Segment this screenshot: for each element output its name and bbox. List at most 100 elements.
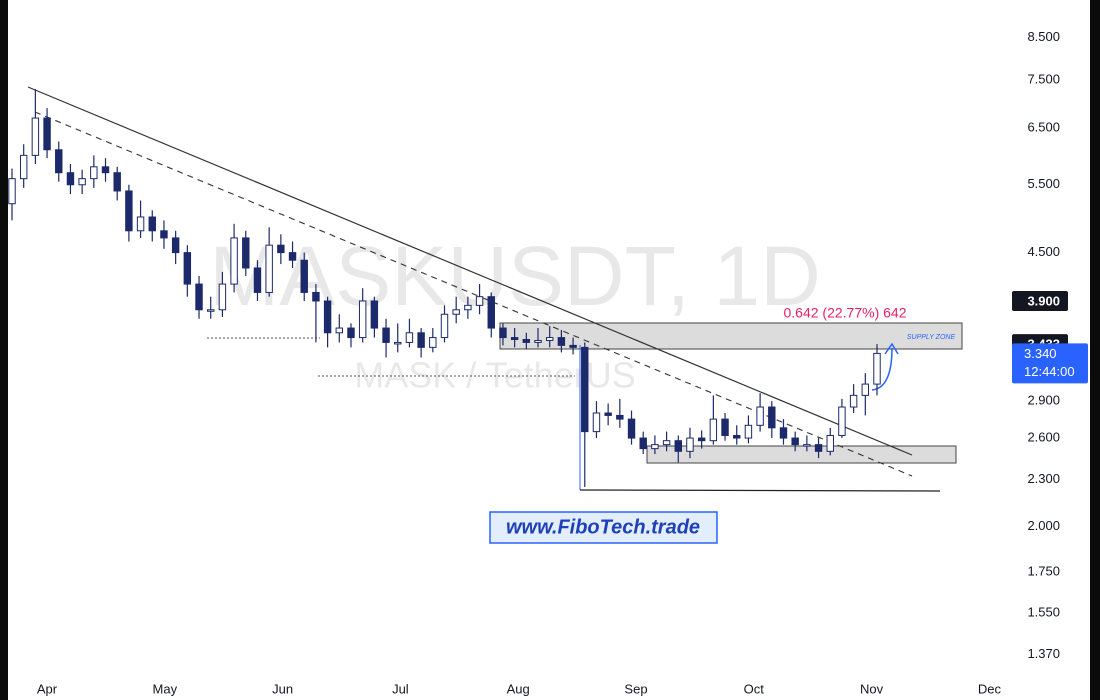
y-tick-label: 1.370 bbox=[1027, 646, 1060, 661]
candle-body bbox=[592, 412, 601, 433]
arrow-head bbox=[884, 342, 899, 355]
drawings: 0.642 (22.77%) 642 SUPPLY ZONE www.FiboT… bbox=[27, 86, 963, 544]
candle-body bbox=[242, 237, 250, 269]
y-tick-label: 2.300 bbox=[1027, 471, 1060, 486]
x-tick-label: Nov bbox=[860, 681, 884, 696]
candle-body bbox=[405, 332, 414, 343]
trendline-dashed bbox=[34, 111, 913, 477]
countdown-label: 12:44:00 bbox=[1024, 364, 1075, 379]
candle-body bbox=[277, 244, 285, 254]
supply-zone bbox=[499, 322, 963, 350]
candle-body bbox=[394, 341, 402, 345]
x-tick-label: Sep bbox=[624, 681, 647, 696]
symbol-watermark: MASKUSDT, 1D bbox=[209, 229, 820, 323]
candle-body bbox=[581, 346, 589, 433]
candle-body bbox=[651, 444, 659, 450]
candle-body bbox=[113, 172, 121, 192]
candle-body bbox=[803, 444, 811, 447]
candle-body bbox=[417, 332, 425, 348]
candle-body bbox=[300, 259, 308, 293]
candle-body bbox=[265, 244, 273, 293]
price-axis: 8.500 7.500 6.500 5.500 4.500 2.900 2.600 2.300… bbox=[37, 29, 1088, 696]
candle-body bbox=[464, 304, 472, 311]
y-tick-label: 6.500 bbox=[1027, 120, 1060, 135]
candle-body bbox=[733, 434, 741, 439]
candle-body bbox=[429, 337, 437, 348]
watermark-layer: MASKUSDT, 1D MASK / TetherUS bbox=[209, 229, 820, 395]
candle-body bbox=[721, 418, 729, 436]
measure-label: 0.642 (22.77%) 642 bbox=[784, 305, 907, 321]
y-tick-label: 2.600 bbox=[1027, 429, 1060, 444]
candle-body bbox=[78, 178, 86, 186]
candle-body bbox=[452, 309, 460, 315]
candle-body bbox=[487, 296, 495, 329]
candle-body bbox=[171, 237, 180, 254]
candle-body bbox=[791, 437, 799, 446]
candle-body bbox=[440, 313, 449, 339]
last-price-tag bbox=[1012, 343, 1088, 384]
candle-body bbox=[195, 283, 203, 311]
candle-body bbox=[861, 383, 870, 396]
candle-body bbox=[90, 166, 98, 180]
candle-body bbox=[616, 414, 624, 420]
candle-body bbox=[557, 337, 566, 346]
candle-body bbox=[569, 344, 577, 348]
candle-body bbox=[323, 300, 332, 334]
candle-body bbox=[370, 300, 379, 329]
candle-body bbox=[744, 424, 753, 439]
candle-body bbox=[335, 327, 344, 334]
brand-text: www.FiboTech.trade bbox=[506, 516, 700, 538]
y-tick-label: 1.550 bbox=[1027, 604, 1060, 619]
candle-body bbox=[101, 166, 110, 174]
demand-zone bbox=[646, 445, 957, 464]
candle-body bbox=[756, 406, 764, 426]
x-tick-label: Aug bbox=[507, 681, 530, 696]
candle-body bbox=[312, 291, 320, 302]
candle-body bbox=[136, 216, 145, 232]
candle-body bbox=[849, 394, 858, 408]
zone-label: SUPPLY ZONE bbox=[907, 334, 956, 341]
candle-body bbox=[768, 406, 776, 429]
y-tick-label: 7.500 bbox=[1027, 71, 1060, 86]
y-tick-label: 4.500 bbox=[1027, 244, 1060, 259]
chart-background bbox=[8, 0, 1090, 700]
candle-body bbox=[347, 327, 355, 339]
trendline bbox=[27, 86, 913, 456]
candle-body bbox=[8, 178, 16, 205]
candle-body bbox=[358, 300, 367, 339]
y-tick-label: 8.500 bbox=[1027, 29, 1060, 44]
candle-body bbox=[779, 427, 788, 439]
candle-body bbox=[66, 172, 75, 186]
x-tick-label: Jun bbox=[272, 681, 293, 696]
candle-body bbox=[31, 117, 40, 156]
candle-body bbox=[125, 190, 133, 232]
candle-body bbox=[534, 339, 542, 343]
brand-box bbox=[489, 511, 718, 544]
candle-body bbox=[19, 154, 28, 180]
candle-body bbox=[218, 283, 227, 311]
candle-body bbox=[639, 437, 647, 450]
candle-body bbox=[230, 237, 238, 285]
x-tick-label: May bbox=[153, 681, 178, 696]
candle-body bbox=[183, 252, 192, 285]
candle-body bbox=[522, 339, 531, 343]
pair-watermark: MASK / TetherUS bbox=[354, 355, 635, 396]
last-price-label: 3.340 bbox=[1024, 346, 1057, 361]
candle-body bbox=[510, 337, 519, 341]
price-tag bbox=[1012, 290, 1068, 311]
candle-body bbox=[814, 444, 823, 452]
candle-body bbox=[873, 352, 881, 385]
projection-arrow bbox=[871, 347, 893, 391]
candle-body bbox=[662, 440, 671, 446]
y-tick-label: 2.900 bbox=[1027, 393, 1060, 408]
candle-body bbox=[253, 267, 262, 293]
support-line bbox=[579, 489, 941, 492]
candle-body bbox=[43, 117, 51, 151]
x-tick-label: Oct bbox=[744, 681, 765, 696]
x-tick-label: Dec bbox=[978, 681, 1002, 696]
candle-body bbox=[838, 406, 846, 436]
y-tick-label: 5.500 bbox=[1027, 176, 1060, 191]
candle-body bbox=[55, 149, 63, 174]
